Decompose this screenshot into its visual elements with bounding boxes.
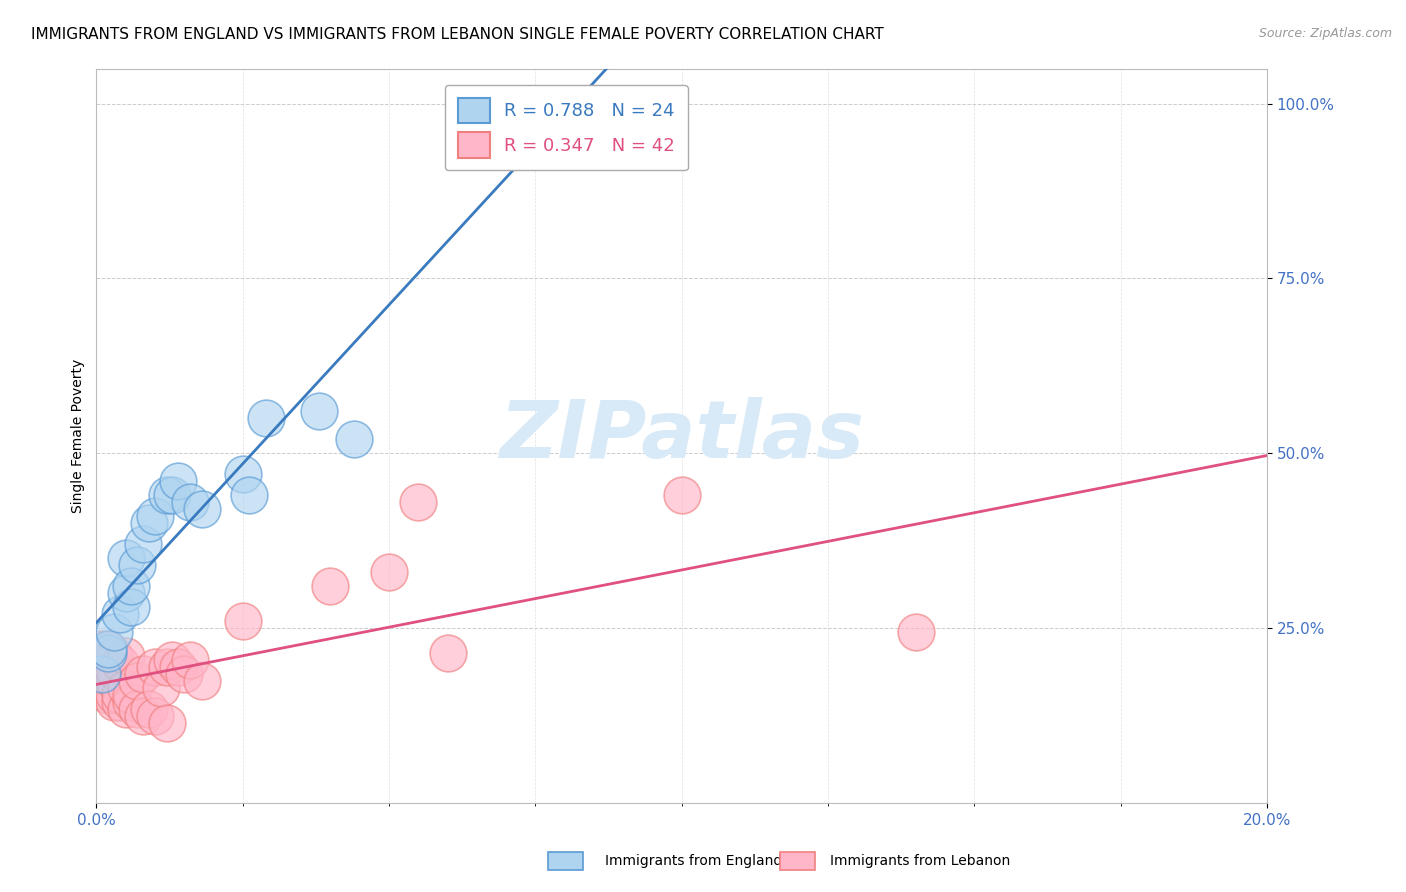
Point [143,509,166,524]
Point [91,657,114,671]
Point [173,666,195,681]
Point [308,404,330,418]
Point [143,660,166,674]
Point [103,624,125,639]
Point [97,657,120,671]
Point [103,663,125,677]
Point [127,673,149,688]
Point [179,653,201,667]
Point [108,607,131,622]
Point [408,495,430,509]
Y-axis label: Single Female Poverty: Single Female Poverty [72,359,86,513]
Point [132,666,155,681]
Point [114,649,136,664]
Point [121,579,143,593]
Point [149,681,172,695]
Point [519,103,541,118]
Point [103,649,125,664]
Point [108,688,131,702]
Point [343,433,366,447]
Point [436,646,458,660]
Point [238,488,260,502]
Point [179,495,201,509]
Point [97,642,120,657]
Point [108,657,131,671]
Point [103,688,125,702]
Point [190,502,212,516]
Point [121,600,143,615]
Point [127,702,149,716]
Text: Immigrants from Lebanon: Immigrants from Lebanon [830,854,1010,868]
Point [904,624,927,639]
Point [127,558,149,573]
Point [671,488,693,502]
Point [155,488,177,502]
Point [91,663,114,677]
Text: Source: ZipAtlas.com: Source: ZipAtlas.com [1258,27,1392,40]
Point [319,579,342,593]
Point [132,537,155,551]
Point [155,715,177,730]
Point [167,475,190,489]
Point [97,688,120,702]
Point [254,411,277,425]
Point [138,516,160,531]
Point [232,615,254,629]
Point [143,708,166,723]
Point [138,702,160,716]
Legend: R = 0.788   N = 24, R = 0.347   N = 42: R = 0.788 N = 24, R = 0.347 N = 42 [444,85,688,170]
Point [121,688,143,702]
Text: ZIPatlas: ZIPatlas [499,397,865,475]
Point [103,695,125,709]
Point [232,467,254,482]
Point [378,566,401,580]
Point [97,646,120,660]
Point [103,673,125,688]
Point [190,673,212,688]
Point [132,708,155,723]
Point [91,642,114,657]
Point [114,702,136,716]
Point [97,642,120,657]
Point [162,488,184,502]
Point [97,677,120,691]
Point [162,653,184,667]
Point [114,586,136,600]
Point [91,666,114,681]
Point [114,551,136,566]
Point [121,695,143,709]
Point [108,695,131,709]
Point [155,660,177,674]
Point [167,660,190,674]
Point [114,681,136,695]
Text: IMMIGRANTS FROM ENGLAND VS IMMIGRANTS FROM LEBANON SINGLE FEMALE POVERTY CORRELA: IMMIGRANTS FROM ENGLAND VS IMMIGRANTS FR… [31,27,884,42]
Text: Immigrants from England: Immigrants from England [605,854,782,868]
